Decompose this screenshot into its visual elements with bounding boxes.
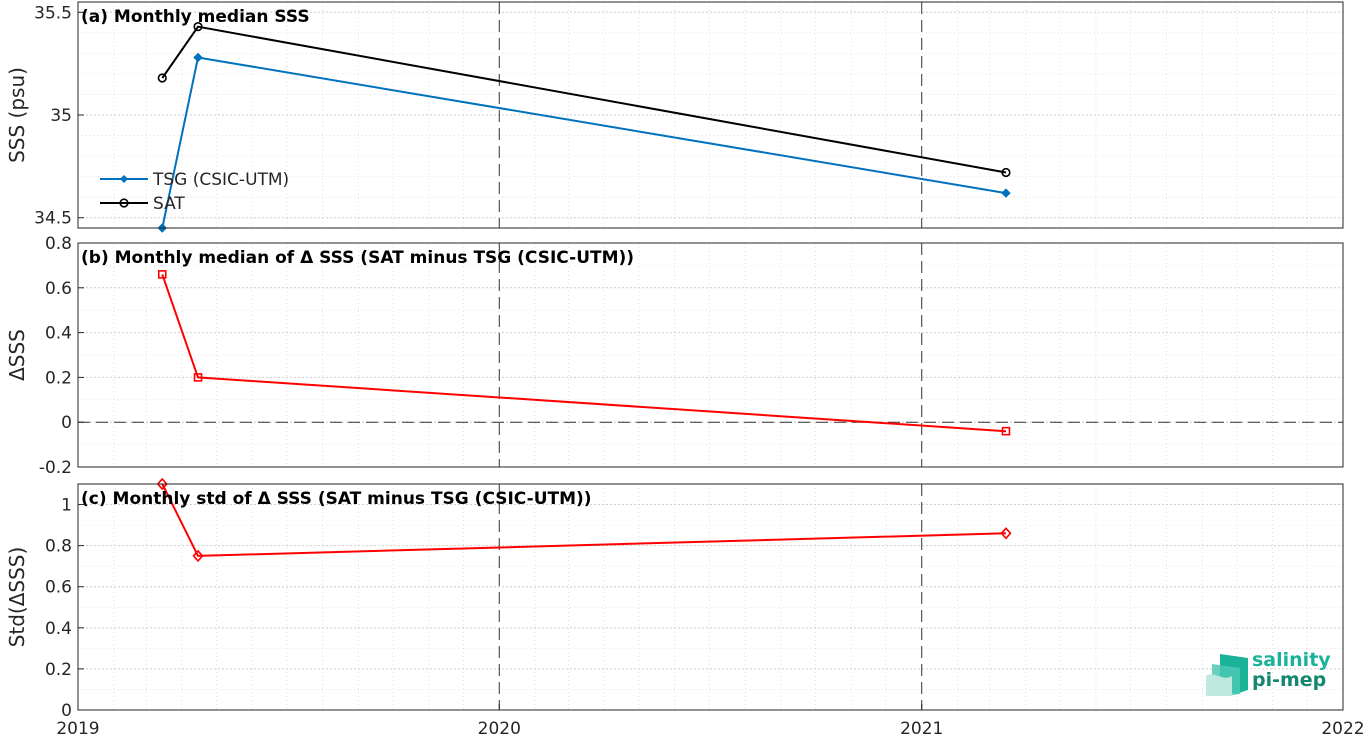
data-point xyxy=(1001,426,1011,436)
salinity-pimep-logo: salinity pi-mep xyxy=(1206,648,1346,698)
legend-label: SAT xyxy=(153,194,185,214)
data-point xyxy=(1000,527,1012,540)
series-line xyxy=(161,483,1007,557)
x-tick-label: 2020 xyxy=(478,719,521,738)
series-line xyxy=(161,274,1007,433)
y-tick-label: 0.6 xyxy=(45,279,72,299)
x-tick-label: 2019 xyxy=(56,719,99,738)
data-point xyxy=(1001,167,1011,178)
y-axis-label: SSS (psu) xyxy=(5,67,29,163)
y-tick-label: 34.5 xyxy=(34,209,72,229)
x-tick-label: 2021 xyxy=(900,719,943,738)
axes-frame xyxy=(77,483,1344,711)
legend-label: TSG (CSIC-UTM) xyxy=(152,170,289,190)
y-tick-label: 0.8 xyxy=(45,537,72,557)
data-point xyxy=(1001,188,1011,198)
y-tick-label: 0 xyxy=(61,413,72,433)
series-line xyxy=(161,56,1007,229)
series-line xyxy=(161,25,1007,174)
panel-title: (a) Monthly median SSS xyxy=(81,7,310,27)
y-tick-label: 0.6 xyxy=(45,578,72,598)
y-tick-label: 0.8 xyxy=(45,234,72,254)
data-point xyxy=(193,373,203,382)
y-tick-label: 0.2 xyxy=(45,368,72,388)
data-point xyxy=(192,549,204,563)
y-axis-label: ΔSSS xyxy=(5,329,29,381)
legend-marker xyxy=(119,198,129,208)
y-tick-label: 1 xyxy=(61,496,72,516)
panel-title: (c) Monthly std of Δ SSS (SAT minus TSG … xyxy=(81,489,592,509)
legend-marker xyxy=(120,175,128,183)
y-tick-label: 35.5 xyxy=(34,3,72,23)
data-point xyxy=(157,73,167,83)
data-point xyxy=(193,52,203,63)
y-tick-label: 0.2 xyxy=(45,660,72,680)
data-point xyxy=(156,477,168,491)
y-tick-label: 0 xyxy=(61,701,72,721)
panel-title: (b) Monthly median of Δ SSS (SAT minus T… xyxy=(81,248,634,268)
axes-frame xyxy=(77,242,1344,468)
logo-text-line1: salinity xyxy=(1252,649,1331,671)
y-tick-label: 0.4 xyxy=(45,324,72,344)
y-tick-label: 35 xyxy=(50,106,72,126)
data-point xyxy=(193,22,203,32)
logo-text-line2: pi-mep xyxy=(1252,669,1327,691)
logo-wave-icon xyxy=(1206,654,1248,696)
y-tick-label: 0.4 xyxy=(45,619,72,639)
y-tick-label: -0.2 xyxy=(39,458,72,478)
data-point xyxy=(157,270,167,279)
y-axis-label: Std(ΔSSS) xyxy=(5,547,29,648)
x-tick-label: 2022 xyxy=(1321,719,1364,738)
